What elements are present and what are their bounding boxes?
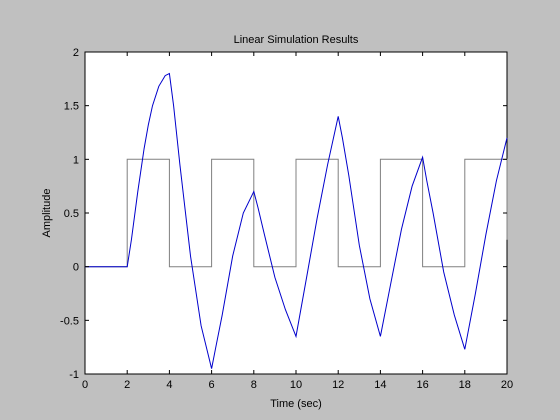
x-tick-label: 8: [251, 379, 257, 391]
x-tick-label: 2: [124, 379, 130, 391]
x-tick-label: 12: [332, 379, 344, 391]
y-tick-label: 0.5: [64, 208, 79, 220]
series-layer: [85, 72, 508, 369]
x-tick-label: 0: [82, 379, 88, 391]
input-series-line: [85, 158, 508, 268]
y-tick-label: 1: [73, 154, 79, 166]
chart-title: Linear Simulation Results: [234, 34, 359, 46]
x-tick-label: 14: [374, 379, 386, 391]
x-tick-label: 10: [290, 379, 302, 391]
ticks-layer: 0 2 4 6 8 10 12 14 16 18 20 -1 -0.5 0 0.5 1 1.5 2: [60, 47, 513, 391]
y-tick-label: 1.5: [64, 101, 79, 113]
x-tick-label: 4: [166, 379, 172, 391]
x-tick-label: 20: [501, 379, 513, 391]
y-tick-label: 2: [73, 47, 79, 59]
x-tick-label: 18: [459, 379, 471, 391]
x-tick-label: 16: [416, 379, 428, 391]
response-series-line: [85, 72, 508, 369]
y-tick-label: -0.5: [60, 315, 79, 327]
y-tick-label: 0: [73, 262, 79, 274]
y-axis-label: Amplitude: [41, 189, 53, 238]
x-tick-label: 6: [209, 379, 215, 391]
x-axis-label: Time (sec): [270, 398, 322, 410]
y-tick-label: -1: [69, 369, 79, 381]
